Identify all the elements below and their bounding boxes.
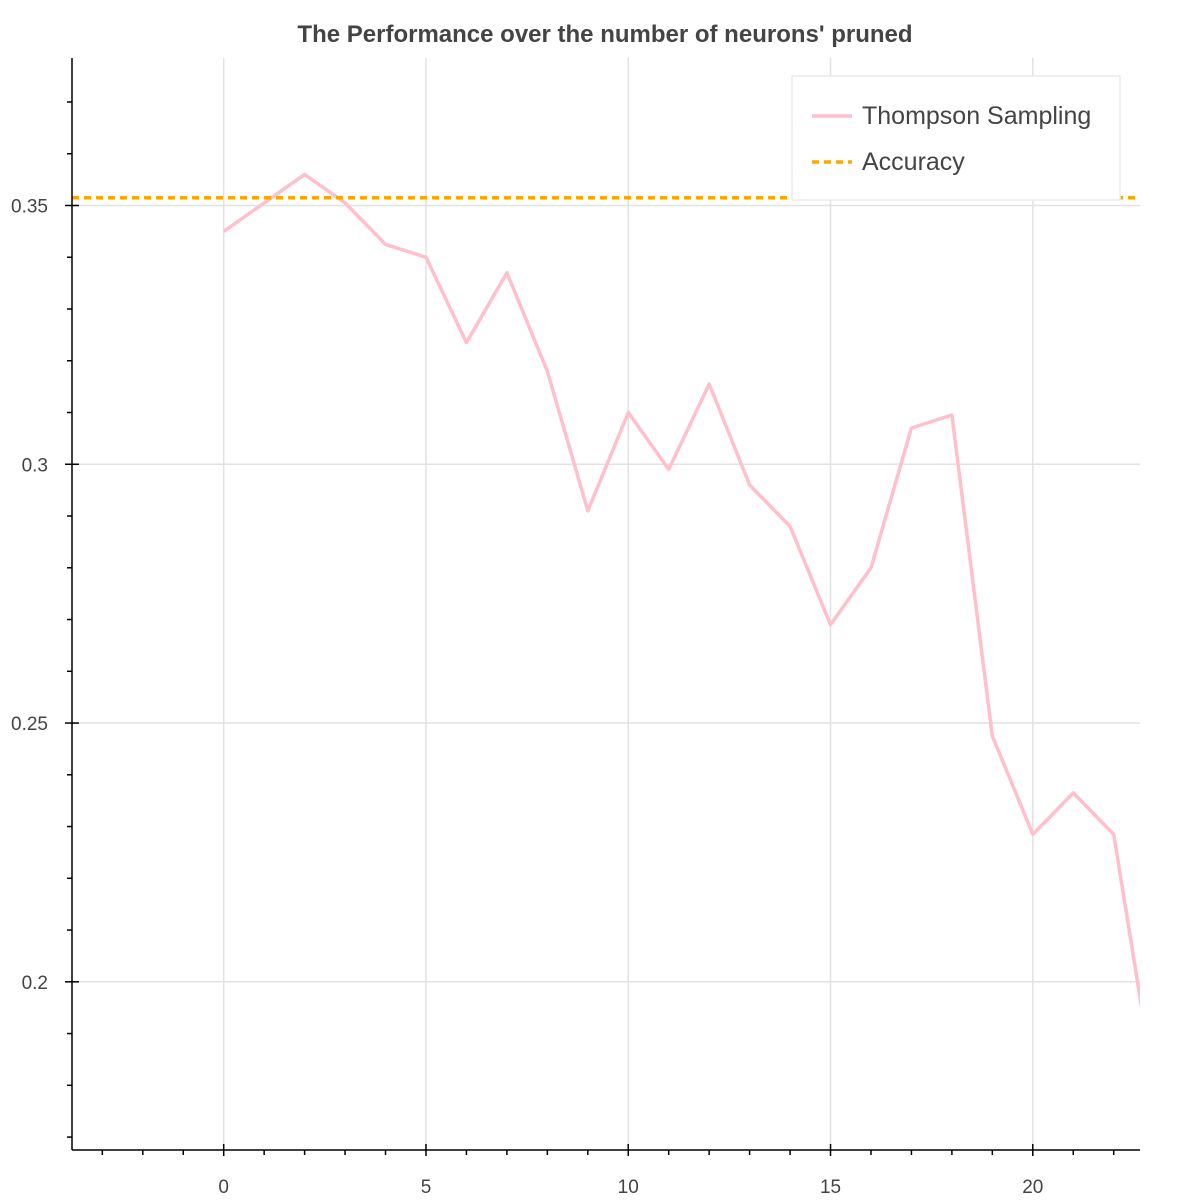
legend-label-accuracy: Accuracy	[862, 148, 965, 176]
x-tick-label: 20	[1022, 1177, 1043, 1198]
y-tick-label: 0.3	[22, 455, 48, 476]
y-tick-label: 0.25	[11, 714, 48, 735]
chart-title: The Performance over the number of neuro…	[297, 21, 912, 48]
legend-label-thompson-sampling: Thompson Sampling	[862, 102, 1091, 130]
legend: Thompson Sampling Accuracy	[791, 75, 1121, 201]
ticks: 0 5 10 15 20 0.2 0.25 0.3 0.35	[11, 101, 1115, 1198]
x-tick-label: 0	[218, 1177, 229, 1198]
y-tick-label: 0.35	[11, 196, 48, 217]
x-tick-label: 10	[618, 1177, 639, 1198]
series-layer	[72, 172, 1140, 1009]
y-tick-label: 0.2	[22, 973, 48, 994]
axes	[71, 58, 1140, 1151]
x-tick-label: 5	[421, 1177, 432, 1198]
legend-box	[791, 75, 1121, 201]
grid	[72, 58, 1140, 1150]
x-tick-label: 15	[820, 1177, 841, 1198]
series-line-thompson-sampling	[222, 172, 1140, 1009]
